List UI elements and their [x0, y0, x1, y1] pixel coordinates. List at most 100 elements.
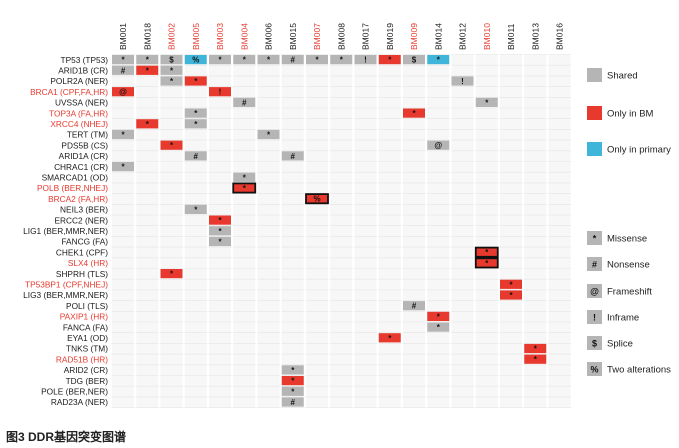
mutation-cell: [403, 301, 425, 311]
gene-label: ARID1A (CR): [59, 151, 109, 161]
gene-label: RAD51B (HR): [56, 354, 108, 364]
sample-column-bg: [427, 54, 450, 408]
legend-label: Missense: [607, 234, 647, 245]
mutation-mark: *: [437, 323, 441, 332]
mutation-mark: *: [243, 184, 247, 193]
mutation-cell: [281, 376, 304, 386]
mutation-cell: [281, 365, 304, 375]
mutation-cell: [354, 55, 377, 65]
mutation-mark: *: [267, 56, 271, 65]
sample-column-bg: [257, 54, 280, 408]
mutation-mark: !: [219, 88, 222, 97]
mutation-cell: [330, 55, 353, 65]
figure-caption: 图3 DDR基因突变图谱: [6, 430, 127, 444]
gene-label: FANCG (FA): [61, 237, 108, 247]
mutation-mark: *: [218, 238, 222, 247]
mutation-cell: [209, 215, 231, 225]
mutation-cell: [184, 76, 207, 86]
gene-label: ERCC2 (NER): [55, 215, 109, 225]
mutation-cell: [184, 151, 207, 161]
mutation-cell: [209, 226, 231, 236]
legend-label: Nonsense: [607, 260, 650, 271]
mutation-cell: [136, 55, 159, 65]
sample-column-bg: [548, 54, 571, 408]
mutation-cell: [112, 129, 134, 140]
mutation-mark: *: [243, 173, 247, 182]
mutation-mark: *: [243, 56, 247, 65]
mutation-mark: *: [121, 131, 125, 140]
legend-symbol: #: [592, 260, 597, 270]
sample-label: BM007: [312, 23, 322, 50]
sample-label: BM015: [288, 23, 298, 50]
legend-swatch: [587, 231, 602, 245]
sample-column-bg: [233, 54, 256, 408]
mutation-cell: [451, 76, 474, 86]
legend-swatch: [587, 142, 602, 156]
sample-label: BM009: [409, 23, 419, 50]
mutation-cell: [160, 140, 183, 150]
mutation-mark: *: [388, 56, 392, 65]
sample-label: BM001: [118, 23, 128, 50]
mutation-cell: [427, 311, 450, 321]
legend-label: Frameshift: [607, 287, 652, 298]
mutation-cell: [160, 76, 183, 86]
sample-column-bg: [354, 54, 377, 408]
mutation-cell: [233, 97, 256, 107]
gene-label: POLE (BER,NER): [41, 387, 108, 397]
mutation-cell: [281, 151, 304, 161]
mutation-cell: [112, 162, 134, 172]
mutation-cell: [427, 140, 450, 150]
gene-label: TDG (BER): [66, 376, 109, 386]
sample-label: BM019: [385, 23, 395, 50]
mutation-cell: [281, 386, 304, 396]
legend-symbol: %: [590, 365, 598, 375]
mutation-mark: @: [434, 141, 442, 150]
mutation-cell: [184, 119, 207, 129]
mutation-mark: *: [194, 120, 198, 129]
sample-label: BM011: [506, 23, 516, 50]
mutation-mark: *: [170, 66, 174, 75]
mutation-cell: [427, 55, 450, 65]
mutation-cell: [378, 55, 401, 65]
mutation-mark: *: [194, 205, 198, 214]
sample-label: BM014: [433, 23, 443, 50]
legend-label: Shared: [607, 71, 638, 82]
mutation-mark: *: [170, 270, 174, 279]
gene-label: PAXIP1 (HR): [60, 312, 108, 322]
gene-label: XRCC4 (NHEJ): [50, 119, 108, 129]
mutation-mark: *: [388, 334, 392, 343]
sample-label: BM002: [167, 23, 177, 50]
mutation-mark: *: [194, 77, 198, 86]
mutation-cell: [112, 55, 134, 65]
gene-label: ARID2 (CR): [64, 365, 108, 375]
mutation-mark: #: [291, 398, 296, 407]
legend-swatch: [587, 310, 602, 324]
sample-label: BM003: [215, 23, 225, 50]
gene-label: SHPRH (TLS): [56, 269, 108, 279]
legend-symbol: $: [592, 339, 597, 349]
sample-column-bg: [378, 54, 401, 408]
mutation-mark: *: [315, 56, 319, 65]
sample-column-bg: [281, 54, 304, 408]
legend-symbol: *: [593, 234, 597, 244]
sample-column-bg: [475, 54, 498, 408]
sample-column-bg: [500, 54, 522, 408]
mutation-mark: *: [485, 98, 489, 107]
mutation-cell: [281, 397, 304, 407]
gene-label: CHRAC1 (CR): [54, 162, 108, 172]
mutation-cell: [403, 108, 425, 118]
sample-column-bg: [524, 54, 547, 408]
legend-symbol: !: [593, 313, 596, 323]
mutation-mark: *: [291, 377, 295, 386]
mutation-cell: [474, 257, 499, 269]
mutation-cell: [305, 193, 329, 205]
mutation-cell: [378, 333, 401, 343]
gene-label: TNKS (TM): [66, 344, 108, 354]
sample-label: BM006: [264, 23, 274, 50]
mutation-cell: [136, 65, 159, 75]
mutation-cell: [160, 65, 183, 75]
gene-label: PDS5B (CS): [61, 140, 108, 150]
mutation-mark: *: [291, 387, 295, 396]
mutation-cell: [257, 129, 280, 140]
